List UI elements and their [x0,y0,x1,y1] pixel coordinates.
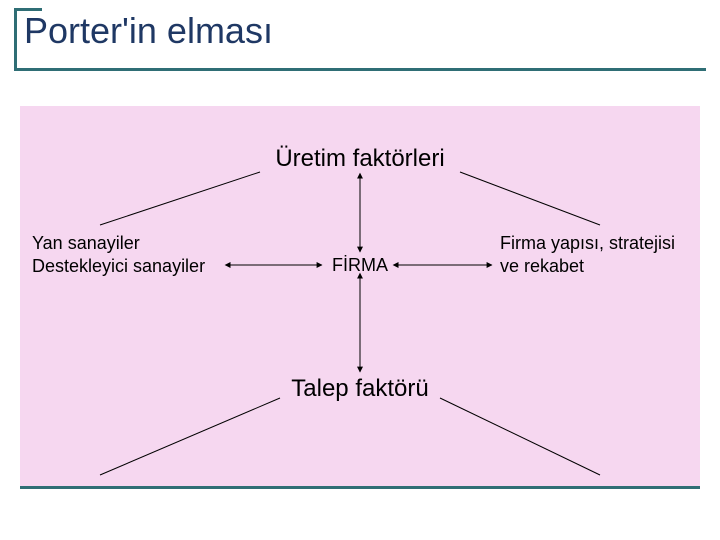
node-bottom: Talep faktörü [280,374,440,404]
footer-line [20,486,700,489]
title-underline [14,68,706,71]
title-border-left [14,8,17,68]
node-right-line1: Firma yapısı, stratejisi [500,233,675,253]
node-center: FİRMA [326,254,394,277]
node-right: Firma yapısı, stratejisi ve rekabet [500,232,675,277]
slide-title: Porter'in elması [24,10,273,52]
node-right-line2: ve rekabet [500,256,584,276]
node-top: Üretim faktörleri [260,144,460,174]
node-left-line1: Yan sanayiler [32,233,140,253]
slide: Porter'in elması Üretim faktörleri Yan s… [0,0,720,540]
node-left-line2: Destekleyici sanayiler [32,256,205,276]
node-left: Yan sanayiler Destekleyici sanayiler [32,232,205,277]
